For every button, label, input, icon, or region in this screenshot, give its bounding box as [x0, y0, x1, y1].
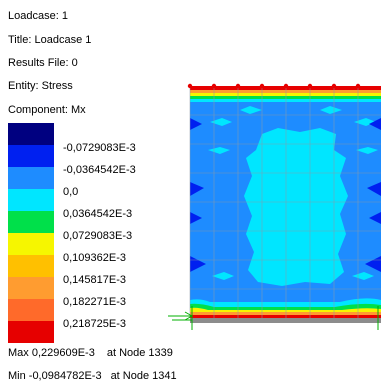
support-base	[190, 318, 381, 323]
top-band-green	[190, 96, 381, 99]
top-band-yellow	[190, 93, 381, 96]
top-band-orange	[190, 90, 381, 93]
bottom-band-red	[190, 315, 381, 318]
top-band-cyan	[190, 99, 381, 102]
central-cyan-region	[244, 128, 348, 286]
